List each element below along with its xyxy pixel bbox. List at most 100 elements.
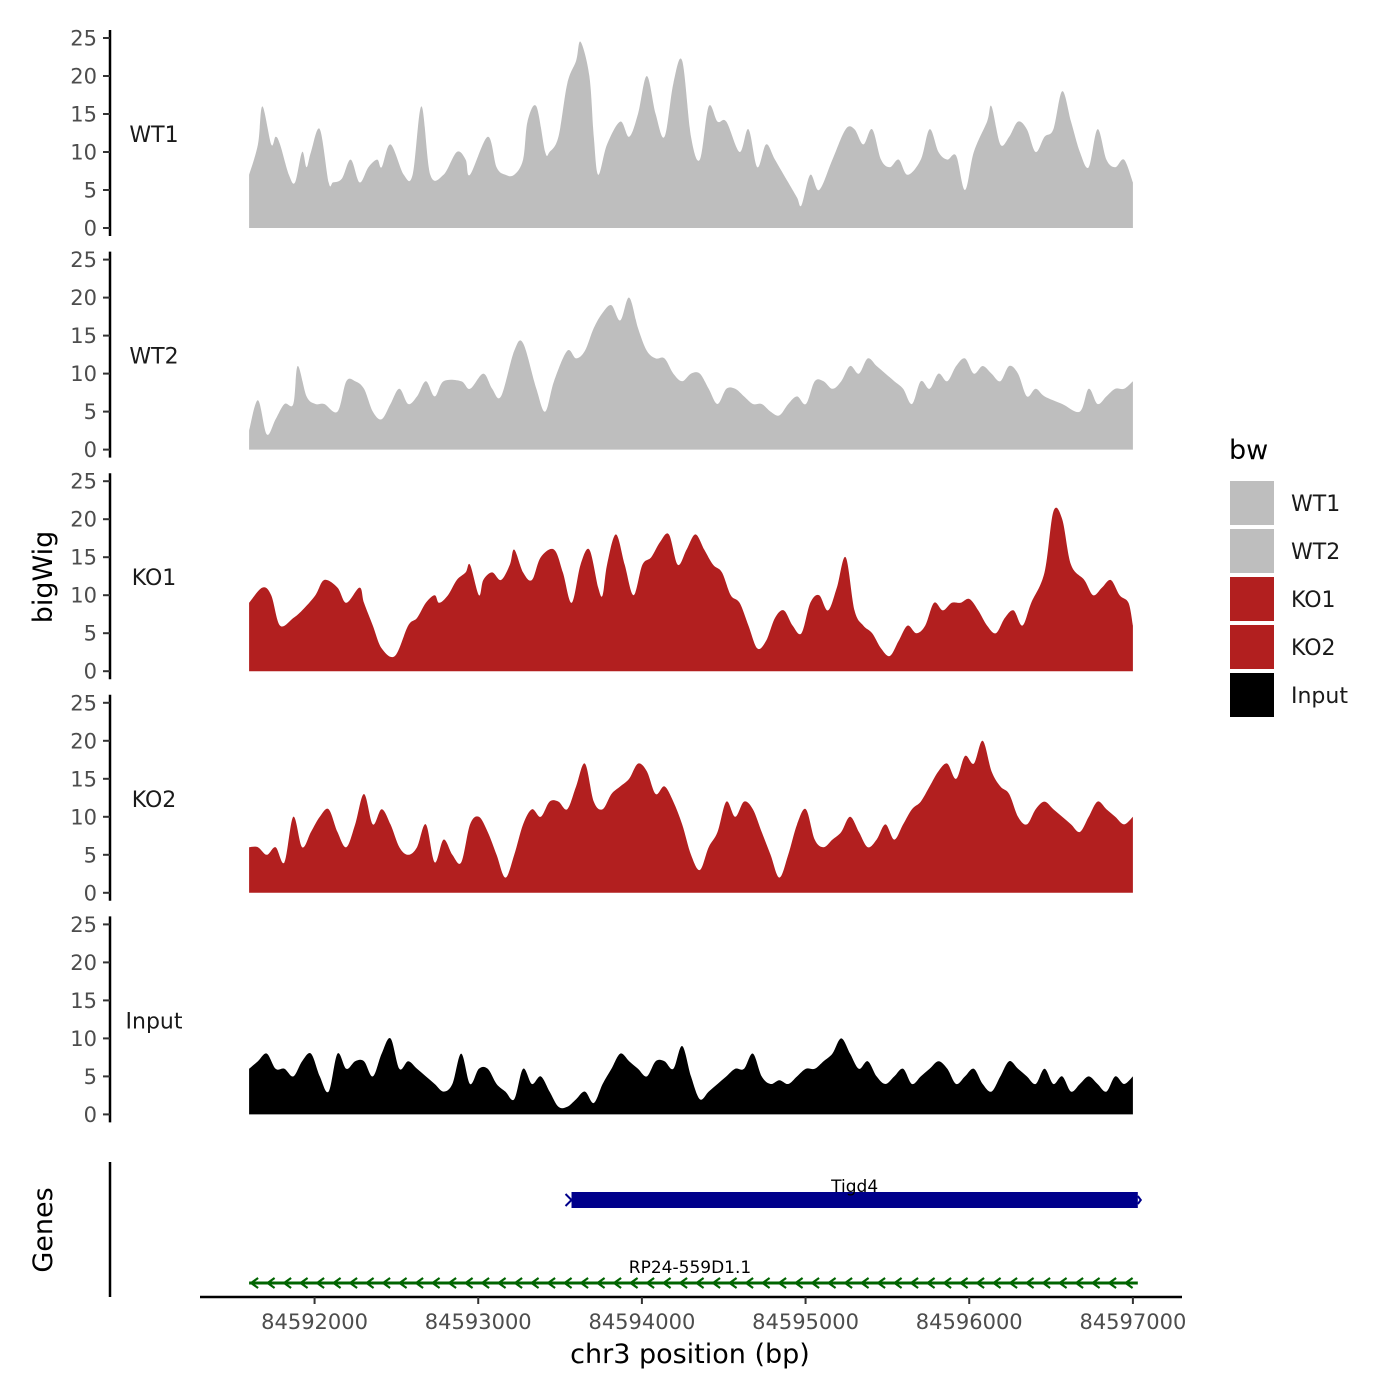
strand-arrow bbox=[348, 1277, 358, 1289]
y-tick-label-ko1-0: 0 bbox=[84, 660, 97, 684]
gene-label-rp24-559d1-1: RP24-559D1.1 bbox=[629, 1258, 751, 1278]
legend-swatch-ko1 bbox=[1228, 575, 1276, 623]
y-tick-label-ko2-0: 0 bbox=[84, 881, 97, 905]
track-ko1: 0 5 10 15 20 25 KO1 bbox=[70, 470, 1133, 684]
strand-arrow bbox=[1090, 1277, 1101, 1289]
strand-arrow bbox=[381, 1277, 391, 1289]
x-tick-label-84595000: 84595000 bbox=[752, 1310, 859, 1334]
strand-arrow bbox=[1008, 1277, 1018, 1289]
track-label-wt2: WT2 bbox=[129, 345, 178, 370]
strand-arrow bbox=[447, 1277, 457, 1289]
area-input bbox=[249, 1038, 1133, 1115]
y-tick-label-wt2-0: 0 bbox=[84, 438, 97, 462]
x-axis-title: chr3 position (bp) bbox=[570, 1339, 810, 1370]
strand-arrow bbox=[298, 1277, 309, 1289]
legend-swatch-input bbox=[1228, 671, 1276, 719]
strand-arrow bbox=[529, 1277, 540, 1289]
strand-arrow bbox=[859, 1277, 870, 1289]
track-label-ko2: KO2 bbox=[132, 788, 177, 813]
y-tick-label-wt2-25: 25 bbox=[70, 248, 97, 272]
x-tick-label-84596000: 84596000 bbox=[916, 1310, 1023, 1334]
legend-title: bw bbox=[1229, 435, 1268, 466]
y-tick-label-ko2-5: 5 bbox=[84, 843, 97, 867]
strand-arrow bbox=[628, 1277, 639, 1289]
track-label-input: Input bbox=[126, 1009, 183, 1034]
track-wt2: 0 5 10 15 20 25 WT2 bbox=[70, 248, 1133, 462]
gene-track: Genes Tigd4 RP24-559D1.1 bbox=[28, 1162, 1143, 1297]
y-axis-title-genes: Genes bbox=[28, 1187, 59, 1272]
gene-tigd4: Tigd4 bbox=[564, 1177, 1143, 1208]
gene-rp24-559d1-1: RP24-559D1.1 bbox=[249, 1258, 1138, 1289]
legend: bw WT1 WT2 KO1 KO2 Input bbox=[1228, 435, 1348, 719]
y-tick-label-wt2-20: 20 bbox=[70, 286, 97, 310]
x-tick-label-84594000: 84594000 bbox=[588, 1310, 695, 1334]
track-label-wt1: WT1 bbox=[129, 123, 178, 148]
legend-label-ko1: KO1 bbox=[1291, 588, 1336, 613]
y-tick-label-ko2-10: 10 bbox=[70, 805, 97, 829]
area-ko2 bbox=[249, 740, 1133, 893]
strand-arrow bbox=[777, 1277, 787, 1289]
y-tick-label-input-5: 5 bbox=[84, 1065, 97, 1089]
x-tick-label-84592000: 84592000 bbox=[261, 1310, 368, 1334]
y-tick-label-ko2-25: 25 bbox=[70, 691, 97, 715]
x-axis: chr3 position (bp) 84592000 84593000 84594… bbox=[200, 1295, 1186, 1370]
strand-arrow bbox=[810, 1277, 820, 1289]
area-wt1 bbox=[249, 41, 1133, 228]
y-tick-label-wt2-15: 15 bbox=[70, 324, 97, 348]
strand-arrow bbox=[282, 1277, 292, 1289]
strand-arrow bbox=[892, 1277, 903, 1289]
y-tick-label-wt2-5: 5 bbox=[84, 400, 97, 424]
strand-arrow bbox=[513, 1277, 523, 1289]
y-tick-label-ko1-25: 25 bbox=[70, 470, 97, 494]
legend-swatch-wt2 bbox=[1228, 527, 1276, 575]
strand-arrow bbox=[793, 1277, 804, 1289]
strand-arrow bbox=[876, 1277, 886, 1289]
strand-arrow bbox=[579, 1277, 589, 1289]
x-tick-label-84593000: 84593000 bbox=[425, 1310, 532, 1334]
strand-arrow bbox=[975, 1277, 985, 1289]
strand-arrow bbox=[430, 1277, 441, 1289]
strand-arrow bbox=[727, 1277, 738, 1289]
y-tick-label-wt1-15: 15 bbox=[70, 103, 97, 127]
area-ko1 bbox=[249, 507, 1133, 672]
strand-arrow bbox=[760, 1277, 771, 1289]
strand-arrow bbox=[315, 1277, 325, 1289]
signal-tracks: 0 5 10 15 20 25 WT1 0 5 10 15 20 25 WT2 0 5 10 15 20 25 KO1 0… bbox=[70, 27, 1133, 1127]
strand-arrow bbox=[694, 1277, 705, 1289]
track-label-ko1: KO1 bbox=[132, 566, 177, 591]
y-tick-label-wt1-25: 25 bbox=[70, 27, 97, 51]
strand-arrow bbox=[958, 1277, 969, 1289]
legend-label-input: Input bbox=[1291, 684, 1348, 709]
strand-arrow bbox=[1123, 1277, 1134, 1289]
strand-arrow bbox=[562, 1277, 573, 1289]
y-tick-label-ko2-20: 20 bbox=[70, 729, 97, 753]
track-input: 0 5 10 15 20 25 Input bbox=[70, 913, 1133, 1127]
gene-label-tigd4: Tigd4 bbox=[830, 1177, 878, 1197]
strand-arrow bbox=[711, 1277, 721, 1289]
y-axis-title-bigwig: bigWig bbox=[28, 531, 59, 624]
y-tick-label-wt1-20: 20 bbox=[70, 65, 97, 89]
strand-arrow bbox=[463, 1277, 474, 1289]
track-wt1: 0 5 10 15 20 25 WT1 bbox=[70, 27, 1133, 241]
y-tick-label-ko2-15: 15 bbox=[70, 767, 97, 791]
strand-arrow bbox=[1041, 1277, 1051, 1289]
y-tick-label-wt2-10: 10 bbox=[70, 362, 97, 386]
y-tick-label-ko1-5: 5 bbox=[84, 622, 97, 646]
strand-arrow bbox=[249, 1277, 259, 1289]
y-tick-label-input-0: 0 bbox=[84, 1103, 97, 1127]
area-wt2 bbox=[249, 297, 1133, 450]
strand-arrow bbox=[843, 1277, 853, 1289]
strand-arrow bbox=[1107, 1277, 1117, 1289]
strand-arrow bbox=[397, 1277, 408, 1289]
strand-arrow bbox=[414, 1277, 424, 1289]
legend-label-ko2: KO2 bbox=[1291, 636, 1336, 661]
gene-body-tigd4 bbox=[571, 1192, 1138, 1208]
strand-arrow bbox=[496, 1277, 507, 1289]
strand-arrow bbox=[678, 1277, 688, 1289]
y-tick-label-input-25: 25 bbox=[70, 913, 97, 937]
legend-swatch-ko2 bbox=[1228, 623, 1276, 671]
legend-label-wt1: WT1 bbox=[1291, 492, 1340, 517]
y-tick-label-ko1-10: 10 bbox=[70, 584, 97, 608]
y-tick-label-wt1-0: 0 bbox=[84, 217, 97, 241]
